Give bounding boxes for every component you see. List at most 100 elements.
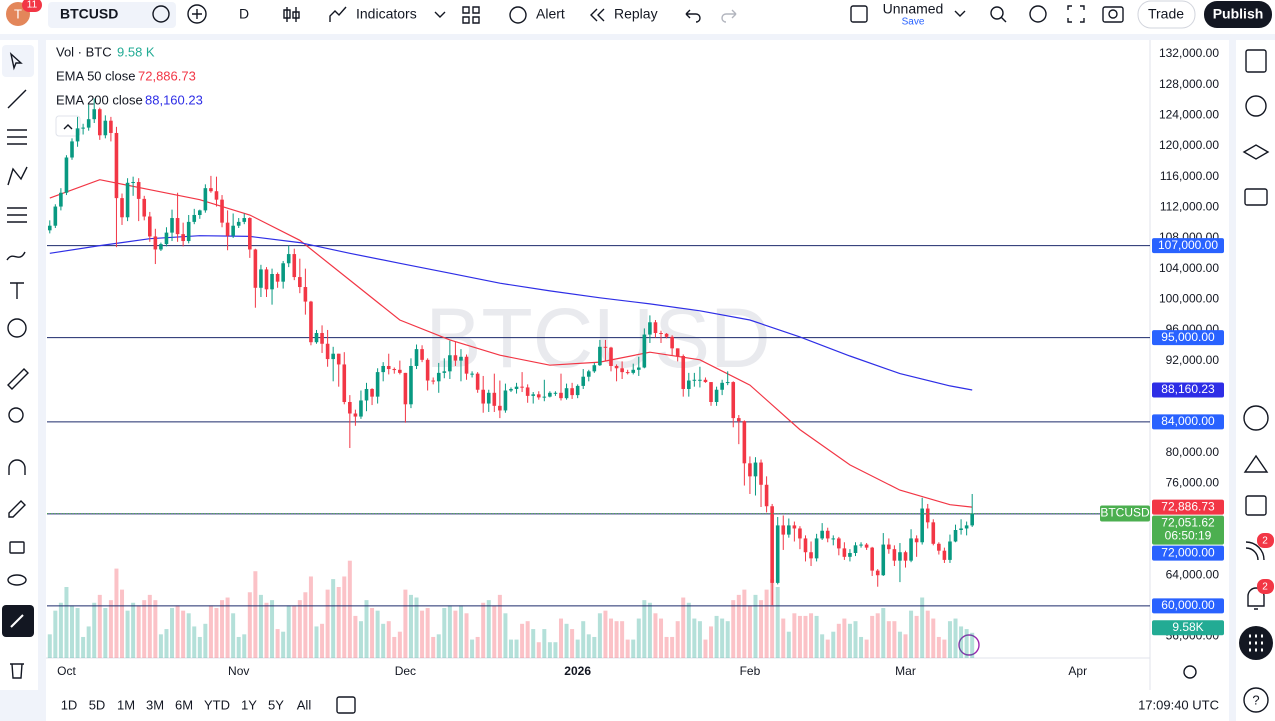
replay[interactable]: Replay — [614, 6, 658, 22]
volume-bar — [92, 602, 97, 658]
y-tick-label: 100,000.00 — [1159, 291, 1219, 305]
price-label-box — [1152, 515, 1224, 545]
volume-bar — [692, 618, 697, 658]
trade-button[interactable] — [1137, 0, 1196, 29]
candle-body — [959, 528, 963, 531]
candle-body — [70, 141, 74, 158]
candle-body — [292, 254, 297, 278]
save[interactable]: Save — [902, 17, 925, 28]
candle-body — [425, 359, 430, 381]
symbol-tag-text: BTCUSD — [1100, 506, 1150, 520]
templates[interactable] — [462, 6, 480, 24]
volume-bar — [47, 634, 52, 658]
snapshot[interactable] — [1102, 6, 1124, 23]
volume-bar — [864, 639, 869, 658]
pattern-tool[interactable] — [7, 166, 28, 186]
ruler-tool[interactable] — [7, 368, 29, 390]
date-range[interactable] — [336, 696, 356, 714]
streams[interactable] — [1245, 541, 1265, 561]
price-label: 95,000.00 — [1161, 330, 1215, 344]
range-button[interactable]: 3M — [146, 697, 164, 712]
text-tool[interactable] — [10, 282, 24, 299]
range-button[interactable]: 5D — [89, 697, 106, 712]
candle-body — [170, 218, 174, 233]
badge — [1257, 579, 1274, 594]
target[interactable] — [1243, 405, 1269, 431]
cursor-tool[interactable] — [9, 52, 23, 71]
draw-mode[interactable] — [8, 500, 26, 518]
candle-body — [681, 356, 686, 389]
lock-tool[interactable] — [9, 541, 25, 554]
range-button[interactable]: 1M — [117, 697, 135, 712]
volume-bar — [842, 618, 847, 658]
add-symbol[interactable] — [187, 4, 207, 24]
chat[interactable] — [1244, 188, 1268, 206]
emoji-tool[interactable] — [7, 318, 27, 338]
candle-body — [448, 355, 452, 372]
help[interactable] — [1243, 687, 1269, 713]
volume-icon[interactable] — [958, 634, 980, 656]
x-tick-label: Oct — [57, 664, 76, 678]
ideas[interactable] — [1243, 454, 1269, 473]
fullscreen[interactable] — [1067, 5, 1085, 23]
volume-bar — [820, 634, 825, 658]
layout-chevron[interactable] — [954, 10, 966, 17]
magnet-tool[interactable] — [8, 459, 26, 475]
layout-name[interactable]: Unnamed — [883, 1, 944, 17]
candle-body — [125, 182, 130, 218]
candle-body — [598, 346, 602, 366]
indicators[interactable]: Indicators — [356, 6, 417, 22]
candle-body — [198, 210, 202, 215]
volume-bar — [236, 636, 241, 658]
alert[interactable]: Alert — [536, 6, 565, 22]
volume-bar — [853, 621, 858, 658]
candle-body — [764, 484, 769, 507]
symbol[interactable]: BTCUSD — [60, 6, 118, 22]
watchlist[interactable] — [1245, 49, 1267, 73]
publish[interactable]: Publish — [1213, 6, 1264, 22]
fib-tool[interactable] — [7, 129, 27, 145]
redo[interactable] — [721, 9, 737, 23]
range-button[interactable]: 5Y — [268, 697, 284, 712]
legend-collapse[interactable] — [55, 115, 81, 137]
candle-body — [231, 225, 235, 236]
trade[interactable]: Trade — [1148, 6, 1184, 22]
candle-body — [514, 386, 519, 389]
chevron[interactable] — [434, 11, 446, 18]
zoom-tool[interactable] — [8, 407, 24, 423]
brush-tool[interactable] — [6, 251, 26, 261]
candle-body — [937, 543, 941, 551]
range-button[interactable]: All — [297, 697, 312, 712]
forecast-tool[interactable] — [7, 207, 27, 223]
symbol-box[interactable] — [48, 2, 176, 28]
avatar-letter: T — [14, 6, 22, 21]
publish-button[interactable] — [1204, 1, 1272, 28]
candle-body — [553, 392, 558, 394]
volume-bar — [747, 605, 752, 658]
volume-bar — [81, 636, 86, 658]
symbol-icon[interactable] — [152, 5, 170, 23]
layers[interactable] — [1242, 144, 1270, 160]
range-button[interactable]: 1D — [61, 697, 78, 712]
interval[interactable]: D — [239, 6, 249, 22]
calendar[interactable] — [1245, 495, 1267, 516]
candle-body — [659, 333, 663, 335]
x-tick-label: Dec — [395, 664, 416, 678]
visibility-tool[interactable] — [7, 574, 27, 586]
alerts-panel[interactable] — [1245, 95, 1267, 117]
range-button[interactable]: 6M — [175, 697, 193, 712]
range-button[interactable]: 1Y — [241, 697, 257, 712]
axis-settings[interactable] — [1183, 665, 1197, 679]
range-button[interactable]: YTD — [204, 697, 230, 712]
candle-body — [348, 402, 352, 414]
undo[interactable] — [685, 9, 701, 23]
layout-checkbox[interactable] — [850, 5, 868, 23]
search[interactable] — [990, 6, 1004, 20]
trend-line-tool[interactable] — [7, 89, 27, 109]
chart-style[interactable] — [283, 7, 300, 22]
volume-bar — [514, 639, 519, 658]
trash-tool[interactable] — [10, 663, 24, 679]
volume-bar — [425, 608, 430, 658]
settings[interactable] — [1029, 5, 1047, 23]
y-tick-label: 80,000.00 — [1166, 445, 1220, 459]
